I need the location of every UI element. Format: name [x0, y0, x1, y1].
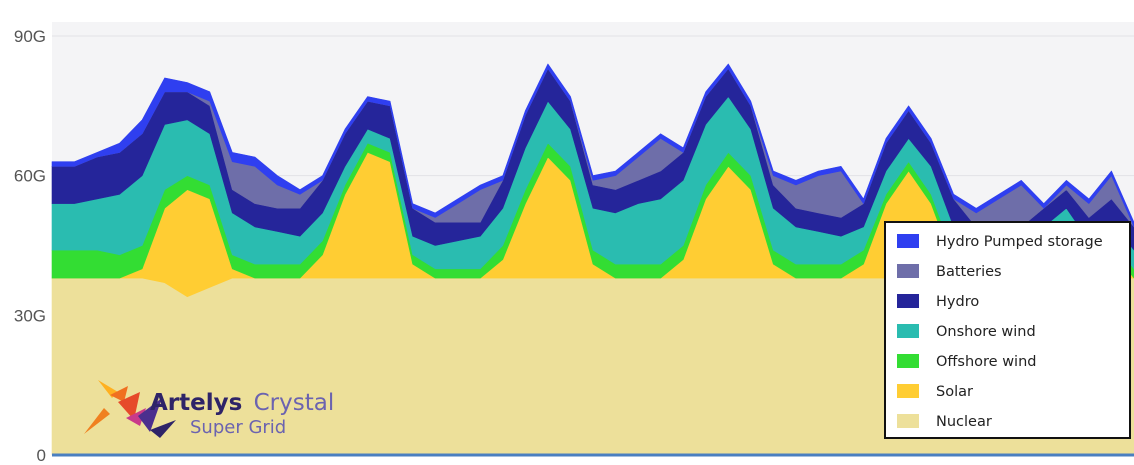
brand-name-a: Artelys [150, 390, 242, 416]
legend-swatch-solar [897, 384, 919, 398]
legend-box [884, 221, 1131, 439]
legend-swatch-hydro [897, 294, 919, 308]
y-tick-label: 30G [14, 306, 46, 325]
legend-label-nuclear: Nuclear [936, 414, 992, 430]
area-hydro-pumped-storage [51, 63, 1134, 228]
legend-swatch-nuclear [897, 414, 919, 428]
logo-star-icon [84, 380, 176, 438]
legend-swatch-onshore-wind [897, 324, 919, 338]
legend-label-offshore-wind: Offshore wind [936, 354, 1036, 370]
artelys-crystal-logo: Artelys Crystal Super Grid [84, 380, 334, 438]
legend-label-hydro: Hydro [936, 294, 979, 310]
legend: Hydro Pumped storage Batteries Hydro Onshor… [884, 221, 1131, 439]
y-tick-label: 0 [37, 446, 46, 465]
legend-label-batteries: Batteries [936, 264, 1002, 280]
legend-label-onshore-wind: Onshore wind [936, 324, 1036, 340]
legend-swatch-hydro-pumped-storage [897, 234, 919, 248]
y-tick-label: 60G [14, 167, 46, 186]
legend-label-hydro-pumped-storage: Hydro Pumped storage [936, 234, 1103, 250]
brand-name-b: Crystal [254, 390, 335, 416]
legend-swatch-batteries [897, 264, 919, 278]
brand-tagline: Super Grid [190, 417, 286, 438]
legend-label-solar: Solar [936, 384, 973, 400]
y-tick-label: 90G [14, 27, 46, 46]
series-areas [51, 63, 1134, 456]
legend-swatch-offshore-wind [897, 354, 919, 368]
y-axis-ticks: 0 30G 60G 90G [14, 27, 46, 465]
svg-text:Artelys Crystal: Artelys Crystal [150, 390, 334, 416]
